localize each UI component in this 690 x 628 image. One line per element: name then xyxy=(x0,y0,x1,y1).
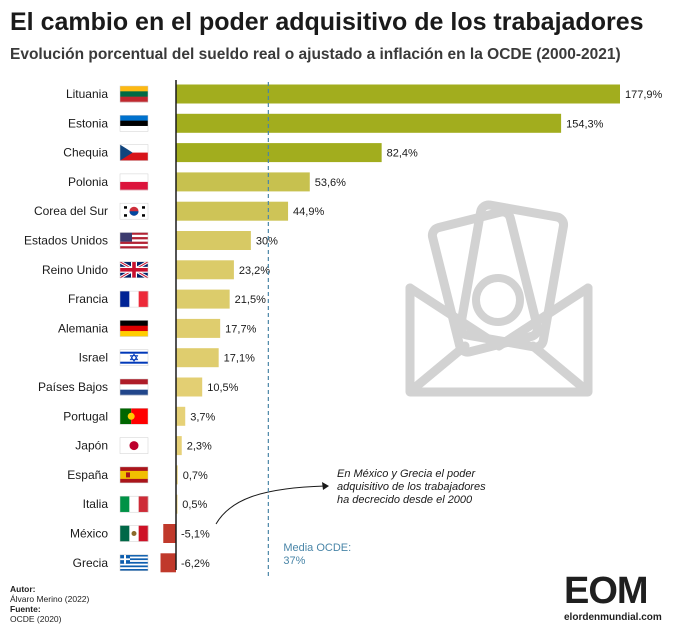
value-label-6: 23,2% xyxy=(239,265,270,277)
value-label-5: 30% xyxy=(256,236,278,248)
flag-icon-1 xyxy=(119,115,149,132)
reference-label-line-1: Media OCDE: xyxy=(283,542,351,554)
source-label: Fuente: xyxy=(10,604,41,614)
category-label-8: Alemania xyxy=(58,321,108,335)
bar-15 xyxy=(163,524,176,543)
category-label-4: Corea del Sur xyxy=(34,204,108,218)
value-label-4: 44,9% xyxy=(293,206,324,218)
value-label-7: 21,5% xyxy=(235,294,266,306)
flag-icon-16 xyxy=(119,554,149,572)
category-label-14: Italia xyxy=(83,497,109,511)
bar-0 xyxy=(176,84,620,104)
category-label-12: Japón xyxy=(75,439,108,453)
category-label-3: Polonia xyxy=(68,175,108,189)
eom-logo: EOM elordenmundial.com xyxy=(560,570,684,626)
bar-9 xyxy=(176,348,219,368)
bar-3 xyxy=(176,172,310,192)
value-label-11: 3,7% xyxy=(190,411,215,423)
bar-7 xyxy=(176,289,230,309)
flag-icon-10 xyxy=(119,378,149,396)
flag-icon-2 xyxy=(119,144,149,161)
flag-icon-9 xyxy=(119,349,149,366)
value-label-10: 10,5% xyxy=(207,382,238,394)
bar-12 xyxy=(176,436,182,456)
value-label-3: 53,6% xyxy=(315,177,346,189)
category-label-16: Grecia xyxy=(73,556,109,570)
annotation-arrow xyxy=(215,485,326,525)
value-label-16: -6,2% xyxy=(181,558,210,570)
source-name: OCDE (2020) xyxy=(10,614,62,624)
reference-line-group: Media OCDE: 37% xyxy=(267,82,351,578)
annotation: En México y Grecia el poder adquisitivo … xyxy=(215,468,486,525)
bar-5 xyxy=(176,231,251,250)
envelope-with-money-icon xyxy=(405,200,593,397)
category-label-1: Estonia xyxy=(68,116,108,130)
value-label-15: -5,1% xyxy=(181,529,210,541)
flag-icon-13 xyxy=(119,466,149,484)
category-label-7: Francia xyxy=(68,292,108,306)
value-label-1: 154,3% xyxy=(566,118,604,130)
flag-icon-11 xyxy=(119,408,149,425)
value-label-8: 17,7% xyxy=(225,323,256,335)
category-label-6: Reino Unido xyxy=(42,263,108,277)
category-label-10: Países Bajos xyxy=(38,380,108,394)
flag-icon-15 xyxy=(119,525,149,542)
category-label-0: Lituania xyxy=(66,87,108,101)
value-label-2: 82,4% xyxy=(387,148,418,160)
chart-subtitle: Evolución porcentual del sueldo real o a… xyxy=(10,46,621,63)
bar-10 xyxy=(176,377,203,397)
annotation-line-2: adquisitivo de los trabajadores xyxy=(337,481,486,493)
flag-icon-14 xyxy=(119,495,149,513)
flag-icon-3 xyxy=(119,173,149,191)
category-label-11: Portugal xyxy=(63,409,108,423)
bar-4 xyxy=(176,201,289,221)
bar-1 xyxy=(176,113,562,133)
value-label-13: 0,7% xyxy=(183,470,208,482)
bar-8 xyxy=(176,318,221,338)
author-name: Álvaro Merino (2022) xyxy=(10,594,90,604)
bar-13 xyxy=(176,465,178,485)
value-label-0: 177,9% xyxy=(625,89,663,101)
bar-2 xyxy=(176,143,382,163)
flag-icon-6 xyxy=(119,260,149,280)
logo-site: elordenmundial.com xyxy=(564,612,662,623)
credits: Autor: Álvaro Merino (2022) Fuente: OCDE… xyxy=(10,584,89,624)
flag-icon-7 xyxy=(119,290,149,308)
bar-6 xyxy=(176,260,234,280)
bar-16 xyxy=(160,553,176,573)
category-label-13: España xyxy=(67,468,108,482)
flag-icon-0 xyxy=(119,85,149,103)
flag-icon-8 xyxy=(119,320,149,337)
annotation-arrowhead xyxy=(322,482,329,490)
annotation-line-1: En México y Grecia el poder xyxy=(337,468,477,480)
value-label-12: 2,3% xyxy=(187,441,212,453)
logo-letters: EOM xyxy=(564,570,649,612)
bar-chart: 177,9% Lituania 154,3% Estonia 82,4% Chequia 5… xyxy=(24,80,663,578)
flag-icon-5 xyxy=(119,232,149,249)
category-label-9: Israel xyxy=(79,351,108,365)
category-label-5: Estados Unidos xyxy=(24,234,108,248)
category-label-2: Chequia xyxy=(63,146,108,160)
reference-label-line-2: 37% xyxy=(283,555,305,567)
annotation-line-3: ha decrecido desde el 2000 xyxy=(337,494,473,506)
flag-icon-12 xyxy=(119,437,149,454)
author-label: Autor: xyxy=(10,584,36,594)
flag-icon-4 xyxy=(119,202,149,220)
bar-11 xyxy=(176,406,186,426)
value-label-14: 0,5% xyxy=(182,499,207,511)
chart-title: El cambio en el poder adquisitivo de los… xyxy=(10,8,644,36)
category-label-15: México xyxy=(70,527,108,541)
value-label-9: 17,1% xyxy=(224,353,255,365)
